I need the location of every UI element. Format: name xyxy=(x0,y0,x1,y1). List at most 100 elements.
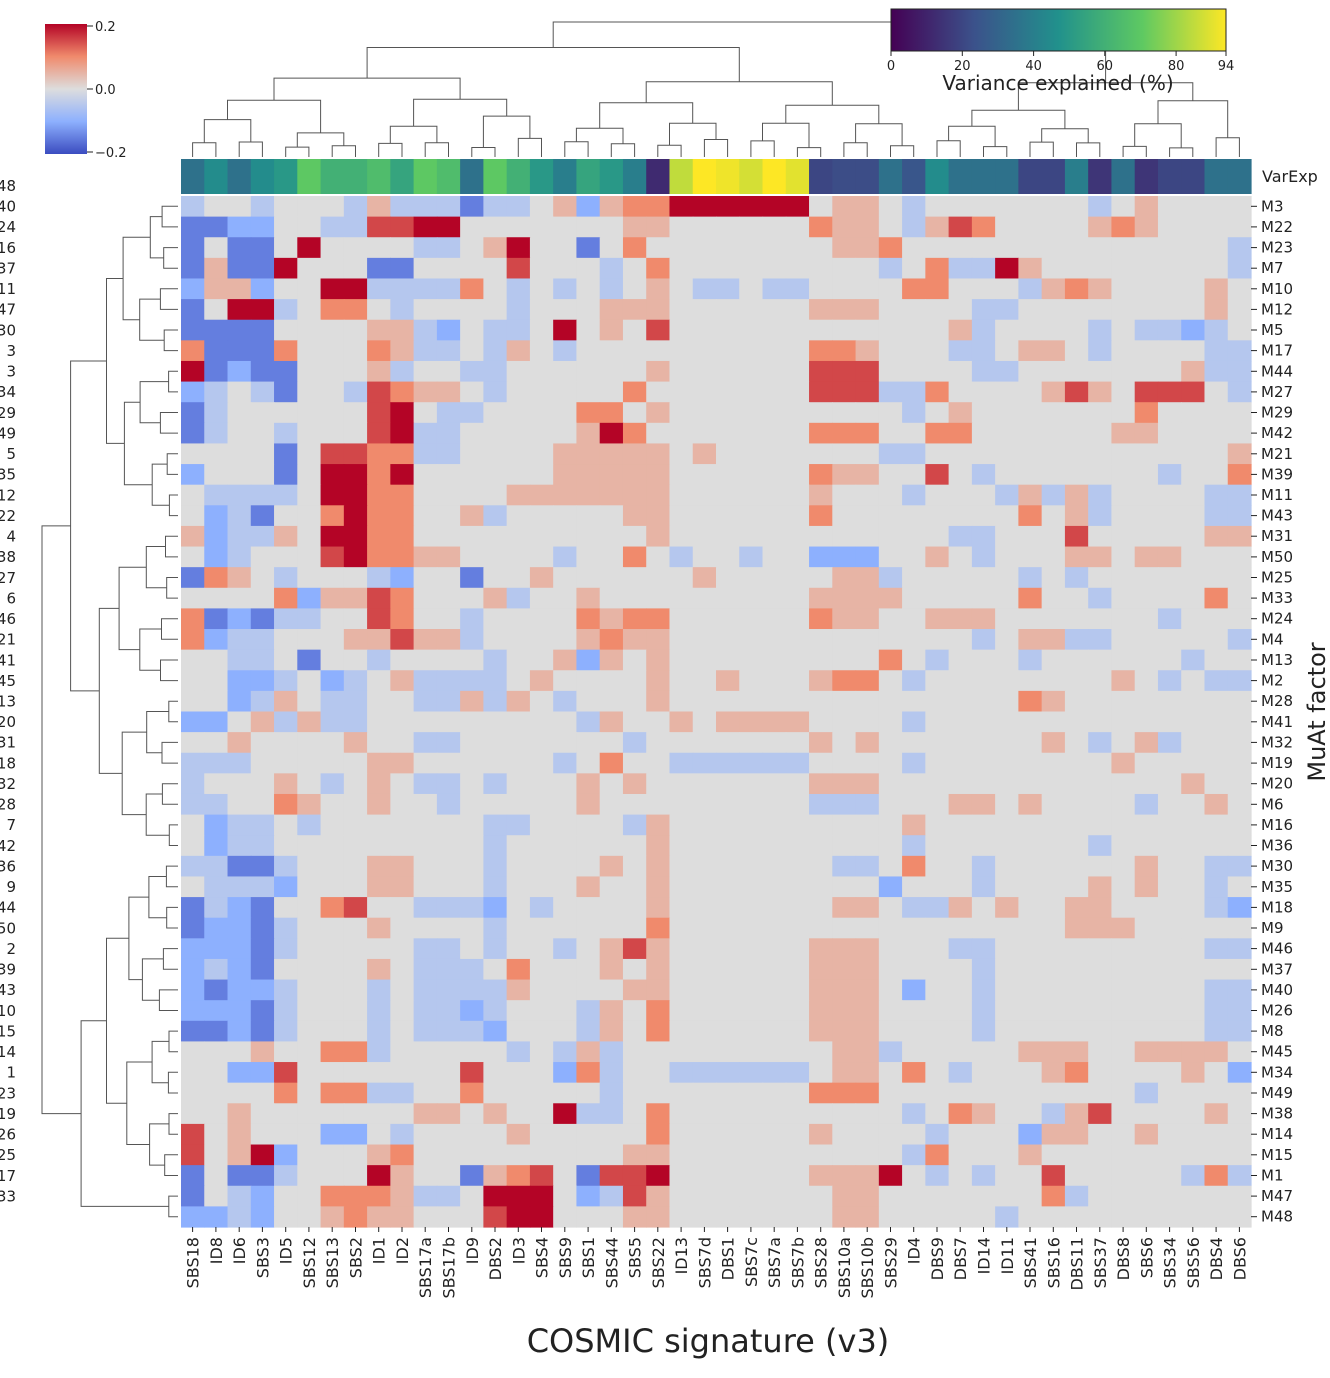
heatmap-cell xyxy=(320,855,345,878)
varexp-cell xyxy=(250,159,275,194)
heatmap-cell xyxy=(297,670,322,692)
heatmap-cell xyxy=(1041,360,1066,383)
heatmap-cell xyxy=(1134,402,1159,424)
heatmap-cell xyxy=(1204,319,1229,341)
heatmap-cell xyxy=(855,649,880,671)
heatmap-cell xyxy=(1227,1165,1252,1187)
heatmap-cell xyxy=(436,340,461,362)
heatmap-cell xyxy=(227,546,252,568)
heatmap-cell xyxy=(809,793,833,816)
heatmap-cell xyxy=(809,237,833,259)
heatmap-cell xyxy=(902,979,926,1001)
heatmap-cell xyxy=(902,732,926,754)
heatmap-cell xyxy=(878,752,903,774)
heatmap-cell xyxy=(925,1000,950,1022)
heatmap-cell xyxy=(1041,649,1066,671)
heatmap-cell xyxy=(483,979,508,1001)
heatmap-cell xyxy=(762,525,787,548)
heatmap-cell xyxy=(692,793,717,816)
heatmap-cell xyxy=(832,402,857,424)
heatmap-cell xyxy=(622,319,647,341)
heatmap-cell xyxy=(343,897,368,919)
row-label: M43 xyxy=(1261,507,1293,525)
heatmap-cell xyxy=(971,670,996,692)
heatmap-cell xyxy=(367,958,391,981)
dendrogram-link xyxy=(70,360,107,692)
row-label: M29 xyxy=(1261,404,1293,422)
heatmap-cell xyxy=(1181,732,1206,754)
heatmap-cell xyxy=(204,732,229,754)
heatmap-cell xyxy=(948,464,973,486)
heatmap-cell xyxy=(483,381,508,403)
heatmap-cell xyxy=(529,484,554,506)
heatmap-cell xyxy=(1157,319,1182,341)
heatmap-cell xyxy=(809,422,833,445)
cut-off-row-label: 17 xyxy=(0,1167,16,1185)
heatmap-cell xyxy=(622,1206,647,1228)
heatmap-cell xyxy=(1227,690,1252,713)
heatmap-cell xyxy=(622,381,647,403)
heatmap-cell xyxy=(669,340,694,362)
heatmap-cell xyxy=(1064,237,1089,259)
heatmap-cell xyxy=(1018,711,1043,733)
heatmap-cell xyxy=(785,237,810,259)
varexp-cell xyxy=(460,159,484,194)
heatmap-cell xyxy=(320,752,345,774)
heatmap-cell xyxy=(832,1185,857,1207)
heatmap-cell xyxy=(902,958,926,981)
heatmap-cell xyxy=(785,278,810,300)
heatmap-cell xyxy=(1157,587,1182,609)
heatmap-cell xyxy=(204,670,229,692)
heatmap-cell xyxy=(529,1206,554,1228)
heatmap-cell xyxy=(1157,752,1182,774)
heatmap-cell xyxy=(1157,443,1182,465)
heatmap-cell xyxy=(367,1206,391,1228)
dendrogram-link xyxy=(165,535,178,558)
heatmap-cell xyxy=(367,196,391,218)
heatmap-cell xyxy=(971,505,996,527)
heatmap-cell xyxy=(1227,835,1252,857)
heatmap-cell xyxy=(1111,443,1136,465)
heatmap-cell xyxy=(646,319,671,341)
heatmap-cell xyxy=(809,1062,833,1084)
heatmap-cell xyxy=(227,1144,252,1166)
heatmap-cell xyxy=(1018,381,1043,403)
row-label: M6 xyxy=(1261,795,1284,813)
heatmap-cell xyxy=(855,587,880,609)
heatmap-cell xyxy=(692,237,717,259)
heatmap-cell xyxy=(1064,1144,1089,1166)
heatmap-cell xyxy=(669,237,694,259)
heatmap-cell xyxy=(1018,278,1043,300)
heatmap-cell xyxy=(1041,1041,1066,1063)
heatmap-cell xyxy=(1204,752,1229,774)
heatmap-cell xyxy=(529,587,554,609)
heatmap-cell xyxy=(436,1020,461,1043)
dendrogram-link xyxy=(1041,128,1089,143)
heatmap-cell xyxy=(1041,340,1066,362)
heatmap-cell xyxy=(599,1206,624,1228)
heatmap-cell xyxy=(1204,793,1229,816)
heatmap-cell xyxy=(855,278,880,300)
heatmap-cell xyxy=(204,567,229,589)
heatmap-cell xyxy=(204,546,229,568)
heatmap-cell xyxy=(576,1185,601,1207)
heatmap-cell xyxy=(1041,917,1066,939)
cut-off-row-label: 31 xyxy=(0,734,16,752)
heatmap-cell xyxy=(483,319,508,341)
heatmap-cell xyxy=(739,464,764,486)
heatmap-cell xyxy=(669,876,694,898)
heatmap-cell xyxy=(576,814,601,836)
heatmap-cell xyxy=(948,196,973,218)
heatmap-cell xyxy=(1111,402,1136,424)
heatmap-cell xyxy=(925,546,950,568)
heatmap-cell xyxy=(1157,1185,1182,1207)
heatmap-cell xyxy=(902,278,926,300)
dendrogram-link xyxy=(203,119,252,143)
heatmap-cell xyxy=(1018,1185,1043,1207)
heatmap-cell xyxy=(274,917,298,939)
heatmap-cell xyxy=(622,814,647,836)
heatmap-cell xyxy=(762,649,787,671)
dendrogram-link xyxy=(168,700,178,723)
heatmap-cell xyxy=(553,897,578,919)
heatmap-cell xyxy=(460,505,484,527)
